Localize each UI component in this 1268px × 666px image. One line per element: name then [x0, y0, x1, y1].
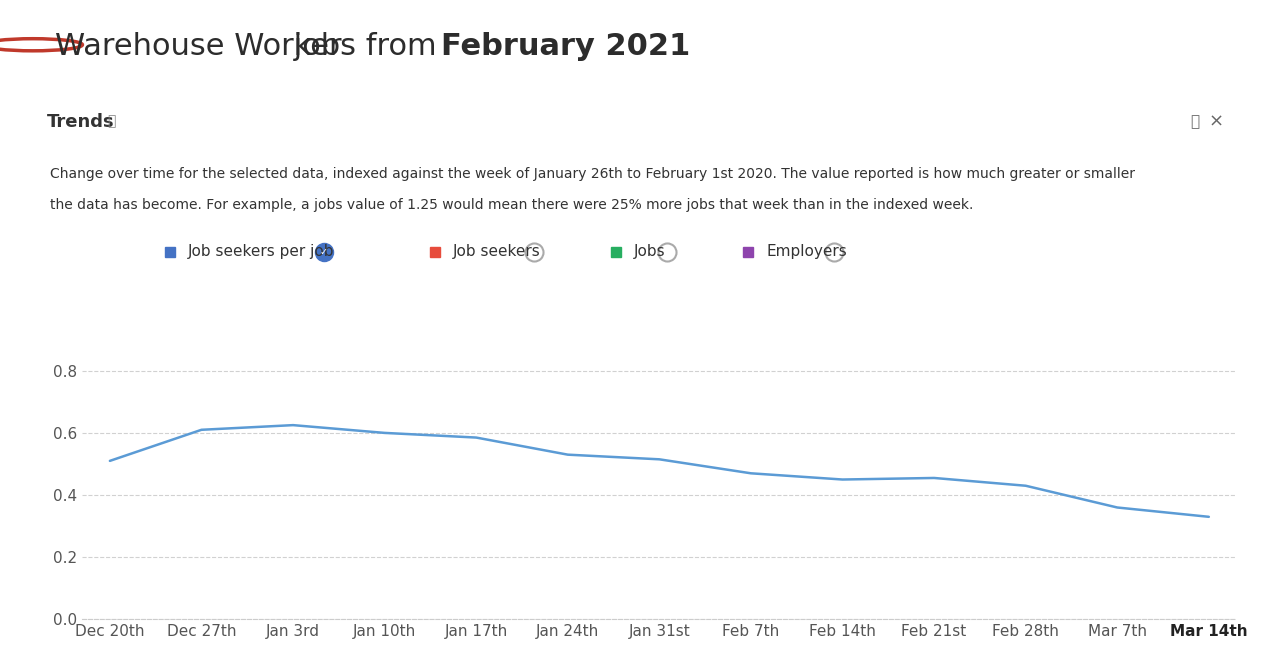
Text: Trends: Trends	[47, 113, 115, 131]
Text: the data has become. For example, a jobs value of 1.25 would mean there were 25%: the data has become. For example, a jobs…	[49, 198, 973, 212]
Text: Warehouse Worker: Warehouse Worker	[55, 32, 341, 61]
Text: Jobs: Jobs	[634, 244, 666, 259]
Text: Employers: Employers	[766, 244, 847, 259]
Text: jobs from: jobs from	[284, 32, 446, 61]
Text: 📷: 📷	[1191, 114, 1200, 129]
Text: February 2021: February 2021	[441, 32, 691, 61]
Text: Change over time for the selected data, indexed against the week of January 26th: Change over time for the selected data, …	[49, 167, 1135, 181]
Text: ⓘ: ⓘ	[108, 115, 115, 129]
Text: ×: ×	[1208, 113, 1224, 131]
Text: Job seekers: Job seekers	[454, 244, 541, 259]
Text: ✓: ✓	[320, 246, 328, 256]
Text: Job seekers per job: Job seekers per job	[188, 244, 335, 259]
